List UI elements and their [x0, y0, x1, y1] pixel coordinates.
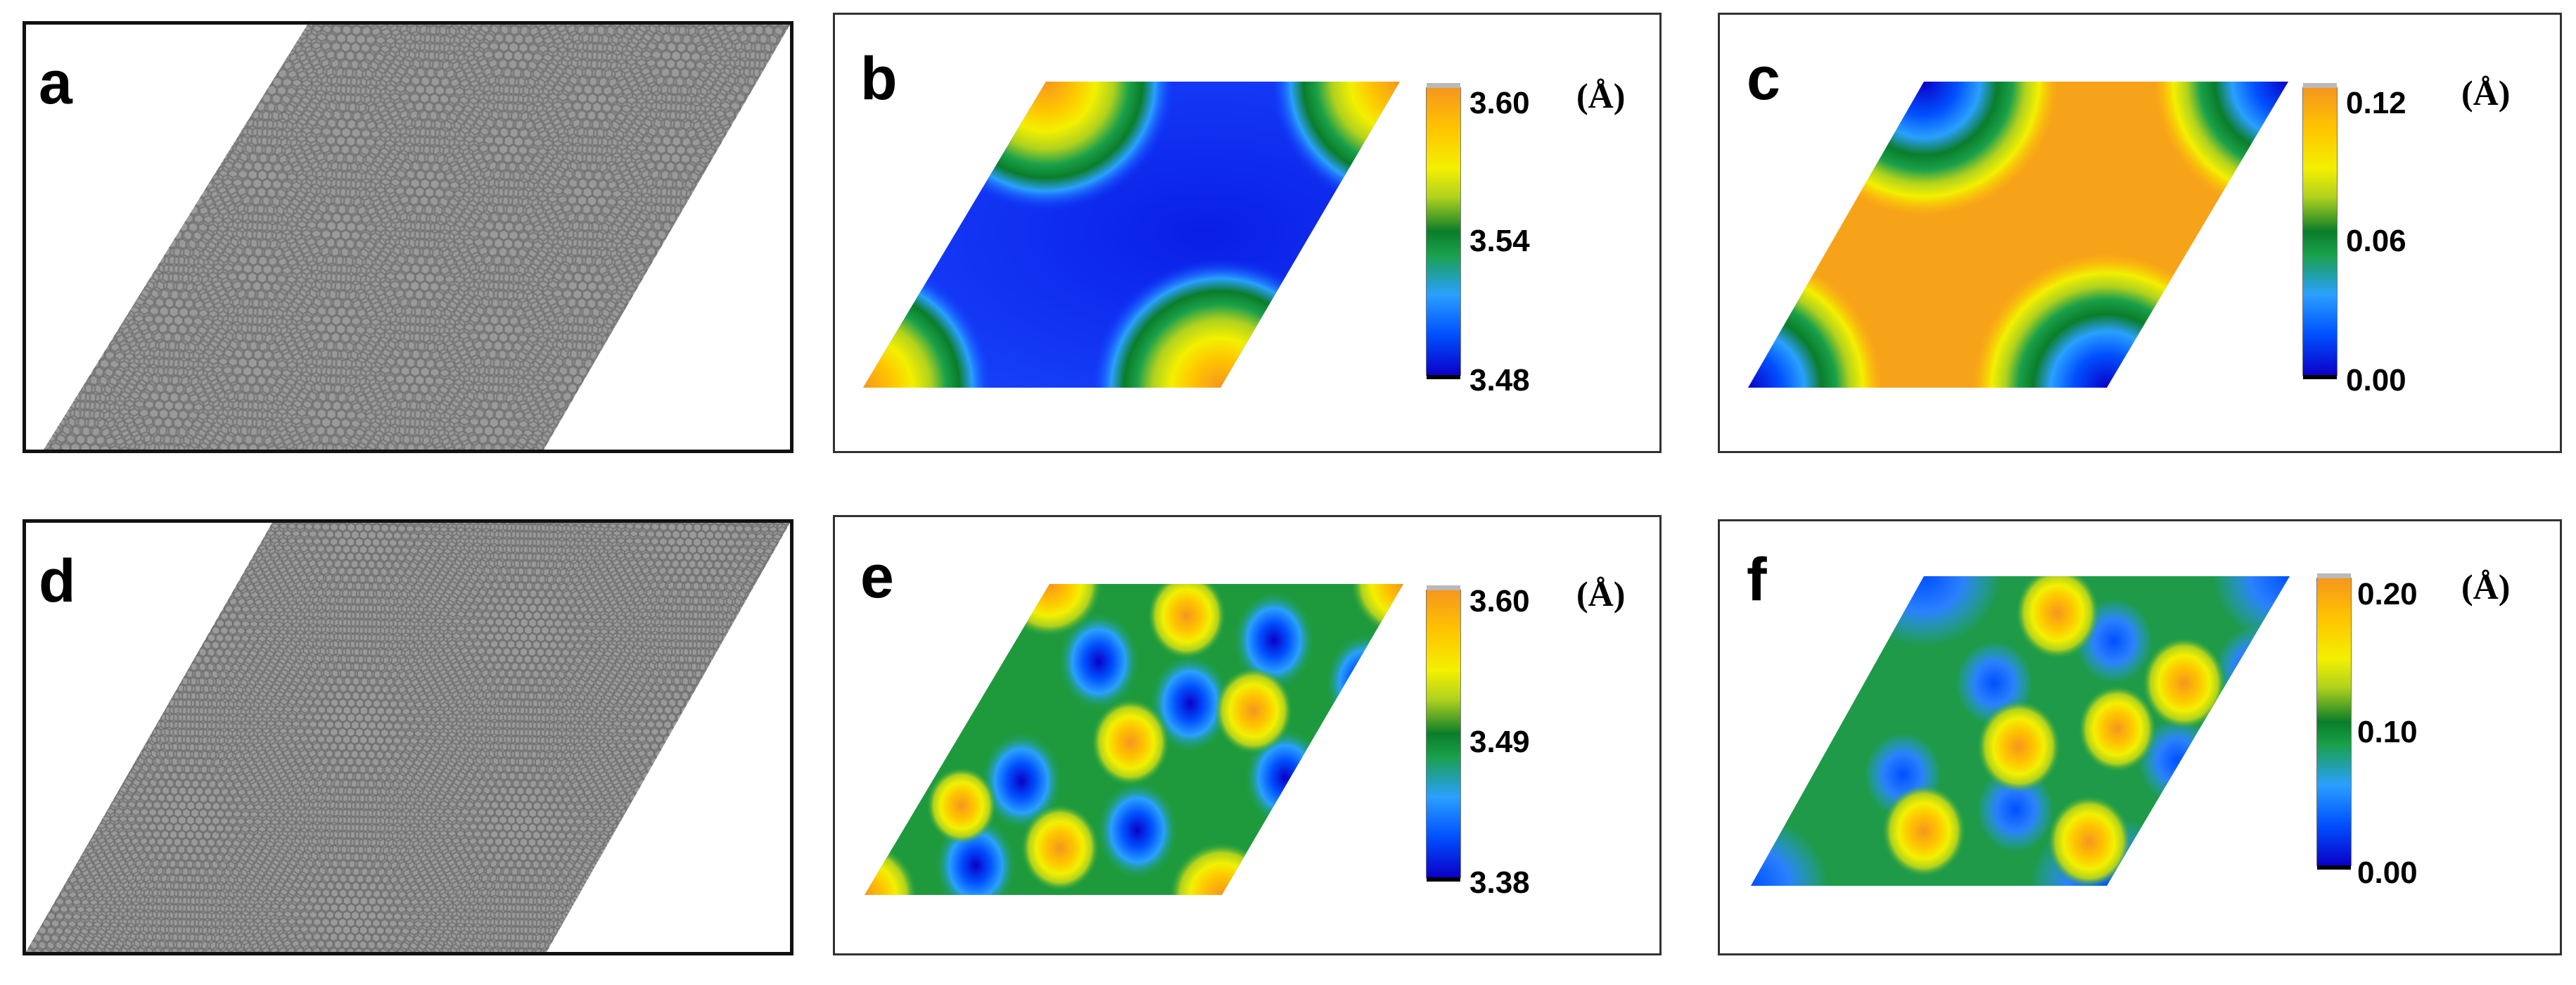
panel-a: a: [23, 21, 793, 453]
colorbar-b: [1426, 83, 1461, 379]
colorbar-f-max: 0.20: [2357, 577, 2418, 611]
colorbar-c: [2302, 83, 2338, 379]
colorbar-f-min: 0.00: [2357, 856, 2418, 890]
colorbar-b-max: 3.60: [1469, 86, 1530, 120]
lattice-image-d: [26, 523, 790, 952]
panel-label-d: d: [39, 547, 76, 615]
panel-e: e: [833, 515, 1662, 955]
panel-label-b: b: [860, 45, 898, 113]
panel-label-c: c: [1747, 45, 1780, 113]
colorbar-b-unit: (Å): [1576, 76, 1626, 115]
colorbar-e-unit: (Å): [1576, 574, 1626, 614]
colorbar-e-mid: 3.49: [1469, 725, 1530, 759]
colorbar-e-max: 3.60: [1469, 584, 1530, 618]
colorbar-e-min: 3.38: [1469, 865, 1530, 900]
panel-f: f: [1718, 519, 2562, 955]
lattice-image-a: [44, 25, 790, 450]
colorbar-c-max: 0.12: [2346, 86, 2406, 120]
colorbar-b-min: 3.48: [1469, 363, 1530, 398]
colorbar-f: [2316, 573, 2352, 870]
colorbar-e: [1426, 585, 1461, 882]
height-map-b: [863, 82, 1400, 388]
panel-label-f: f: [1747, 546, 1767, 614]
colorbar-c-min: 0.00: [2346, 363, 2406, 398]
colorbar-c-mid: 0.06: [2346, 224, 2406, 258]
displacement-map-f: [1751, 576, 2290, 886]
colorbar-b-mid: 3.54: [1469, 224, 1530, 258]
colorbar-c-unit: (Å): [2461, 73, 2511, 113]
height-map-e: [865, 584, 1403, 895]
displacement-map-c: [1748, 82, 2288, 388]
panel-b: b: [833, 13, 1662, 453]
panel-c: c 0.12 0.06 0.00 (Å): [1718, 13, 2562, 453]
colorbar-f-unit: (Å): [2461, 567, 2511, 606]
colorbar-f-mid: 0.10: [2357, 715, 2418, 749]
panel-label-e: e: [860, 543, 894, 611]
panel-d: d: [23, 519, 793, 955]
panel-label-a: a: [39, 49, 72, 117]
